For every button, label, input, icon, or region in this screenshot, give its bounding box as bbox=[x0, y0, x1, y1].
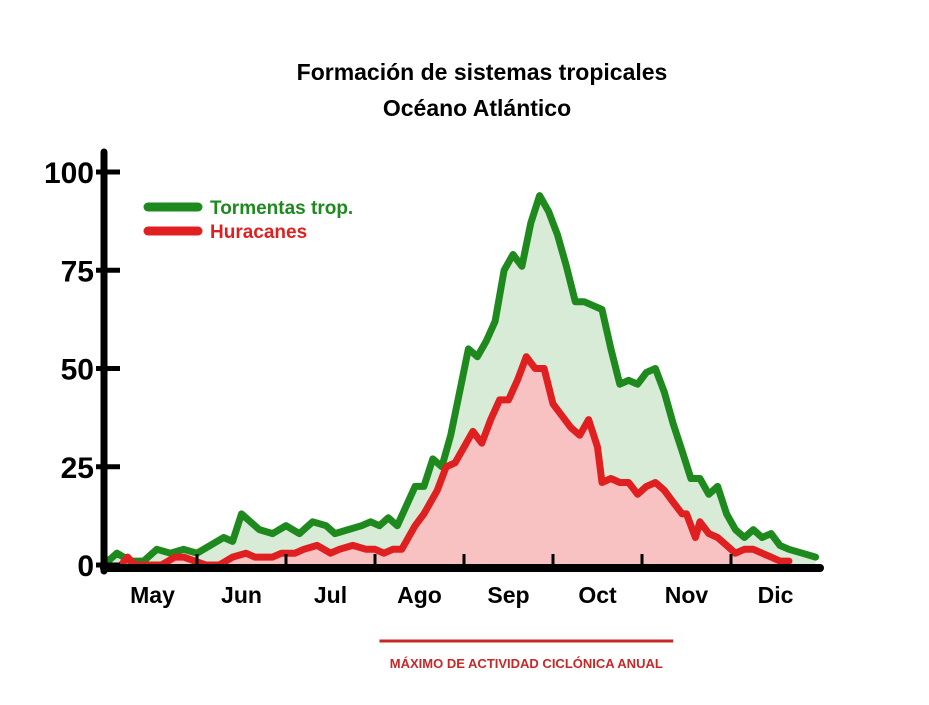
legend-label-storms: Tormentas trop. bbox=[210, 198, 353, 219]
x-tick-label: Dic bbox=[758, 582, 794, 608]
legend-label-hurricanes: Huracanes bbox=[210, 222, 307, 243]
peak-activity-label: MÁXIMO DE ACTIVIDAD CICLÓNICA ANUAL bbox=[390, 656, 663, 671]
x-tick-label: Jul bbox=[314, 582, 347, 608]
x-tick-label: May bbox=[130, 582, 175, 608]
x-tick-label: Oct bbox=[578, 582, 617, 608]
y-tick-label: 100 bbox=[44, 157, 94, 190]
chart-title: Formación de sistemas tropicales bbox=[297, 59, 668, 85]
x-tick-label: Jun bbox=[221, 582, 262, 608]
x-tick-label: Sep bbox=[487, 582, 529, 608]
y-tick-label: 0 bbox=[77, 550, 94, 583]
ticks: 0 25 50 75 100 May Jun Jul Ago Sep Oct Nov Dic bbox=[44, 157, 794, 608]
x-tick-label: Nov bbox=[665, 582, 709, 608]
series-line-1 bbox=[117, 353, 793, 569]
plot-area bbox=[104, 192, 820, 569]
x-tick-label: Ago bbox=[397, 582, 442, 608]
series-line-0 bbox=[104, 192, 820, 565]
y-tick-label: 50 bbox=[61, 354, 94, 387]
y-tick-label: 75 bbox=[61, 255, 94, 288]
axes bbox=[100, 148, 824, 575]
chart-subtitle: Océano Atlántico bbox=[383, 95, 571, 121]
series-area-0 bbox=[108, 195, 816, 565]
legend: Tormentas trop. Huracanes bbox=[143, 198, 353, 243]
y-tick-label: 25 bbox=[61, 452, 94, 485]
series-area-1 bbox=[121, 356, 789, 565]
